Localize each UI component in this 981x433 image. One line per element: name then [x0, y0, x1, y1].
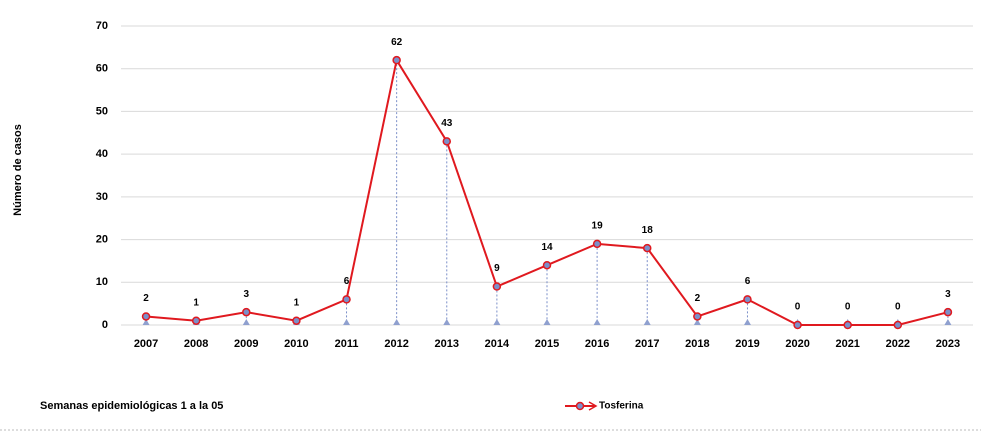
- point: [392, 55, 401, 65]
- point: [141, 312, 151, 321]
- data-label: 0: [845, 302, 851, 313]
- point: [743, 295, 752, 304]
- point: [292, 316, 301, 325]
- x-tick-label: 2012: [384, 338, 408, 350]
- drop-marker: [743, 319, 751, 325]
- drop-marker: [693, 319, 701, 325]
- drop-marker: [643, 319, 651, 325]
- x-tick-label: 2007: [134, 338, 158, 350]
- data-label: 1: [193, 297, 199, 308]
- data-label: 43: [441, 118, 453, 129]
- legend-marker: [575, 401, 585, 411]
- data-label: 3: [244, 289, 250, 300]
- data-label: 62: [391, 37, 403, 48]
- x-tick-label: 2014: [485, 338, 510, 350]
- x-tick-label: 2011: [335, 338, 359, 350]
- x-axis-label: Semanas epidemiológicas 1 a la 05: [40, 400, 223, 412]
- point: [793, 320, 802, 330]
- data-label: 18: [642, 225, 654, 236]
- data-label: 0: [895, 302, 901, 313]
- x-tick-label: 2022: [886, 338, 910, 350]
- drop-marker: [493, 319, 501, 325]
- drop-marker: [443, 319, 451, 325]
- drop-marker: [593, 319, 601, 325]
- point: [943, 307, 953, 317]
- y-tick-label: 0: [102, 319, 108, 331]
- x-tick-label: 2018: [685, 338, 709, 350]
- y-axis-label: Número de casos: [12, 124, 24, 216]
- x-tick-label: 2013: [435, 338, 459, 350]
- data-label: 19: [592, 220, 604, 231]
- y-tick-label: 70: [96, 20, 108, 32]
- data-label: 2: [695, 293, 701, 304]
- x-tick-label: 2010: [284, 338, 308, 350]
- drop-marker: [543, 319, 551, 325]
- legend-arrow: [588, 401, 598, 411]
- y-tick-label: 60: [96, 63, 108, 75]
- drop-marker: [944, 319, 952, 325]
- point: [843, 320, 852, 330]
- x-tick-label: 2023: [936, 338, 960, 350]
- x-tick-label: 2008: [184, 338, 208, 350]
- data-label: 6: [344, 276, 350, 287]
- y-tick-label: 20: [96, 233, 108, 245]
- drop-marker: [142, 319, 150, 325]
- x-tick-label: 2015: [535, 338, 559, 350]
- x-tick-label: 2017: [635, 338, 659, 350]
- drop-marker: [393, 319, 401, 325]
- point: [492, 282, 502, 291]
- data-label: 14: [541, 242, 553, 253]
- point: [592, 239, 602, 249]
- y-tick-label: 10: [96, 276, 108, 288]
- point: [342, 295, 351, 304]
- x-tick-label: 2009: [234, 338, 258, 350]
- x-tick-label: 2016: [585, 338, 609, 350]
- point: [642, 243, 652, 253]
- point: [242, 307, 251, 317]
- x-tick-label: 2021: [835, 338, 859, 350]
- data-label: 6: [745, 276, 751, 287]
- x-tick-label: 2020: [785, 338, 809, 350]
- data-label: 0: [795, 302, 801, 313]
- data-label: 1: [294, 297, 300, 308]
- x-tick-label: 2019: [735, 338, 759, 350]
- data-label: 9: [494, 263, 500, 274]
- y-tick-label: 50: [96, 105, 108, 117]
- legend-label: Tosferina: [599, 401, 644, 412]
- point: [693, 312, 702, 321]
- y-tick-label: 30: [96, 191, 108, 203]
- point: [542, 260, 552, 270]
- point: [191, 316, 201, 325]
- point: [442, 137, 452, 146]
- drop-marker: [242, 319, 250, 325]
- y-tick-label: 40: [96, 148, 108, 160]
- data-label: 3: [945, 289, 951, 300]
- drop-marker: [343, 319, 351, 325]
- data-label: 2: [143, 293, 149, 304]
- point: [893, 320, 903, 330]
